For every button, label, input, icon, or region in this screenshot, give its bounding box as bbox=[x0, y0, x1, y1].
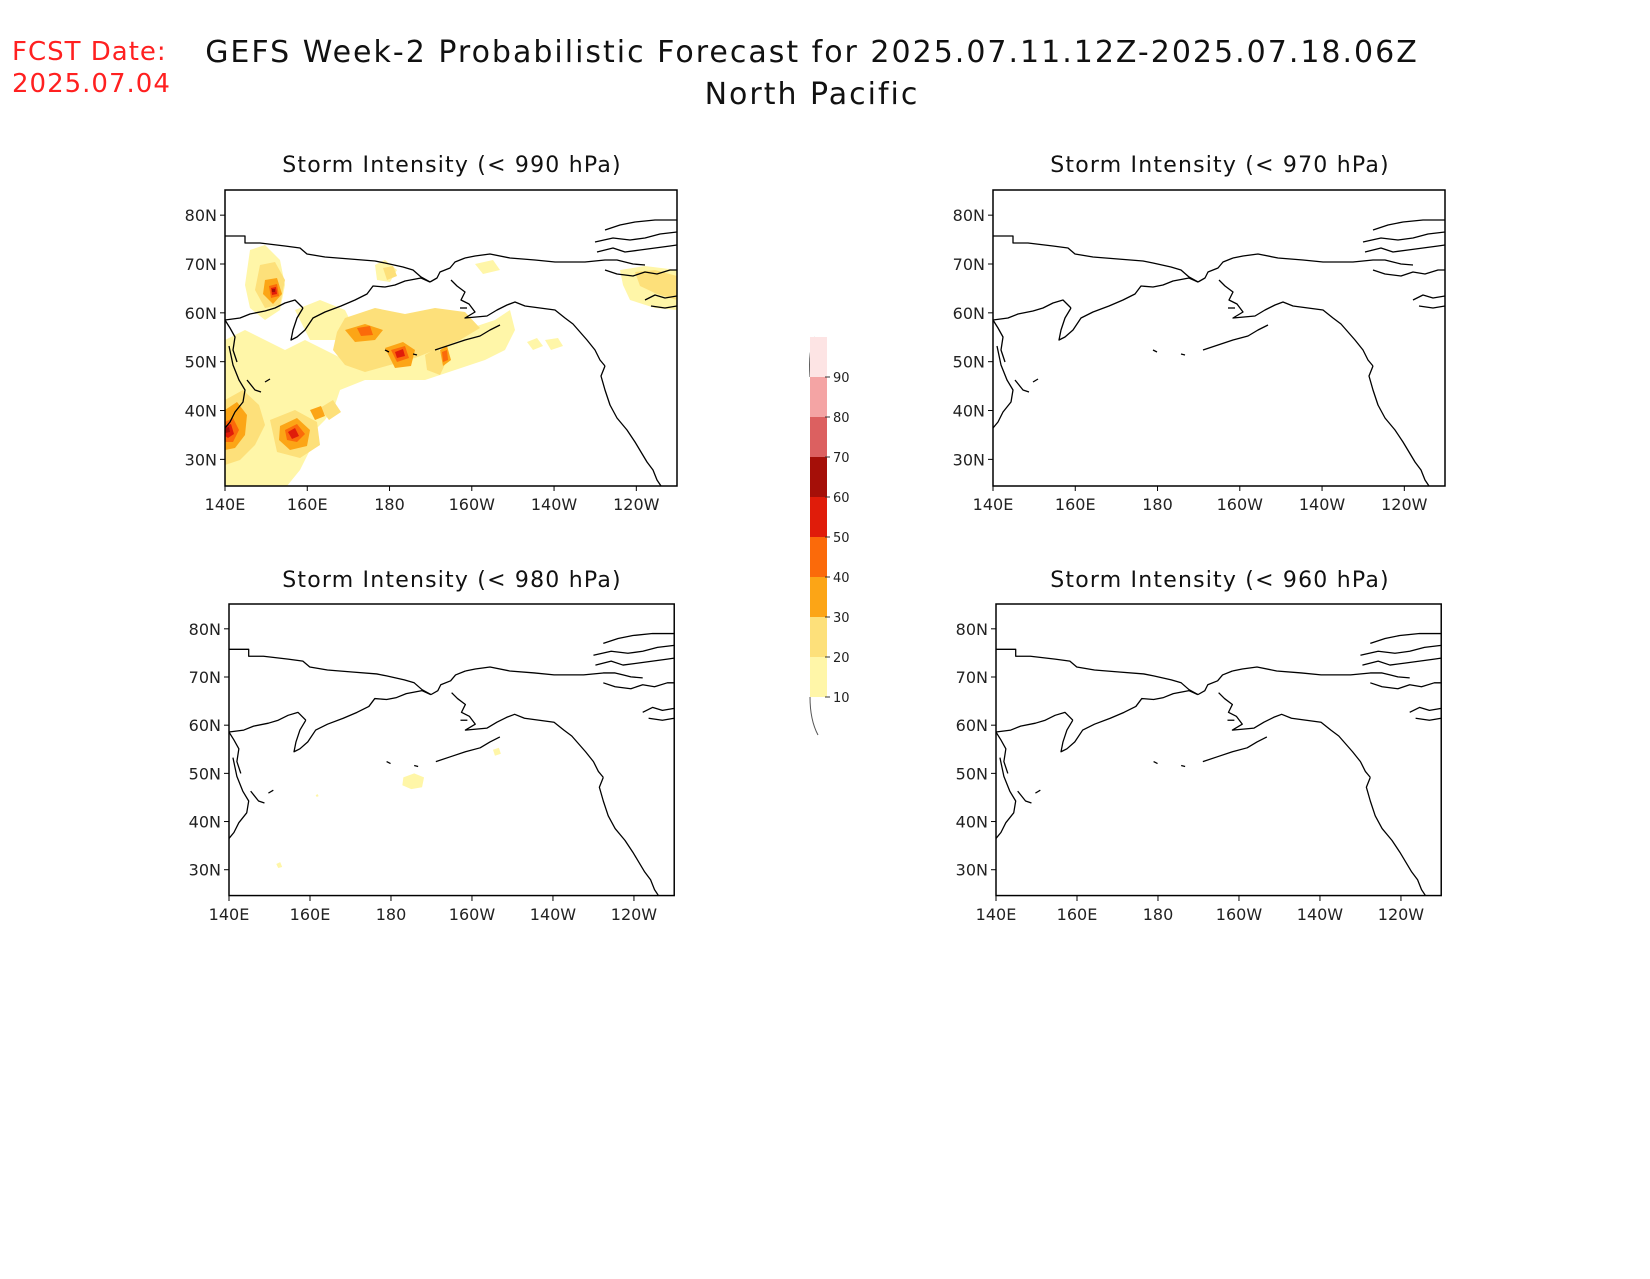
colorbar-swatch bbox=[810, 417, 827, 457]
lat-tick-label: 50N bbox=[956, 764, 988, 783]
colorbar-tick-label: 90 bbox=[833, 371, 850, 386]
lon-tick-label: 160E bbox=[290, 905, 331, 924]
probability-field bbox=[229, 632, 675, 896]
lon-tick-label: 140W bbox=[1297, 905, 1344, 924]
colorbar-tick-label: 60 bbox=[833, 491, 850, 506]
lat-tick-label: 30N bbox=[189, 861, 221, 880]
lat-tick-label: 60N bbox=[185, 304, 217, 323]
lat-tick-label: 40N bbox=[185, 402, 217, 421]
lat-tick-label: 60N bbox=[189, 716, 221, 735]
colorbar-swatch bbox=[810, 617, 827, 657]
lat-tick-label: 80N bbox=[953, 206, 985, 225]
colorbar-swatch bbox=[810, 577, 827, 617]
colorbar-swatch bbox=[810, 457, 827, 497]
lon-tick-label: 140E bbox=[976, 905, 1017, 924]
lat-tick-label: 50N bbox=[953, 353, 985, 372]
figure-title: GEFS Week-2 Probabilistic Forecast for 2… bbox=[205, 35, 1419, 70]
figure-subtitle: North Pacific bbox=[705, 77, 920, 112]
panel-970: Storm Intensity (< 970 hPa) bbox=[992, 153, 1446, 487]
lon-tick-label: 140W bbox=[530, 905, 577, 924]
lon-tick-label: 180 bbox=[1142, 495, 1173, 514]
lat-tick-label: 40N bbox=[953, 402, 985, 421]
map-frame bbox=[992, 189, 1446, 487]
lat-tick-label: 80N bbox=[956, 620, 988, 639]
lat-tick-label: 70N bbox=[953, 255, 985, 274]
colorbar-tick-label: 80 bbox=[833, 411, 850, 426]
lon-tick-label: 160W bbox=[449, 905, 496, 924]
lat-tick-label: 30N bbox=[953, 450, 985, 469]
colorbar-bottom-arrow bbox=[809, 696, 819, 736]
lon-tick-label: 140E bbox=[973, 495, 1014, 514]
map-frame bbox=[995, 603, 1442, 897]
lon-tick-label: 160W bbox=[1216, 905, 1263, 924]
probability-field bbox=[225, 219, 677, 486]
lon-tick-label: 180 bbox=[376, 905, 407, 924]
colorbar-tick-label: 50 bbox=[833, 531, 850, 546]
lon-tick-label: 140E bbox=[205, 495, 246, 514]
lon-tick-label: 120W bbox=[611, 905, 658, 924]
colorbar-swatch bbox=[810, 497, 827, 537]
lat-tick-label: 30N bbox=[956, 861, 988, 880]
colorbar-tick-label: 70 bbox=[833, 451, 850, 466]
axis-labels: 80N 70N 60N 50N 40N 30N 140E 160E 180 160W 140W 120… bbox=[185, 206, 1428, 924]
lon-tick-label: 140E bbox=[209, 905, 250, 924]
colorbar: 10 20 30 40 50 60 70 80 90 bbox=[809, 336, 850, 736]
lat-tick-label: 60N bbox=[953, 304, 985, 323]
lon-tick-label: 180 bbox=[374, 495, 405, 514]
fcst-date-label: FCST Date: bbox=[12, 37, 167, 67]
colorbar-tick-label: 20 bbox=[833, 651, 850, 666]
colorbar-tick-label: 40 bbox=[833, 571, 850, 586]
panel-960: Storm Intensity (< 960 hPa) bbox=[995, 568, 1442, 897]
lon-tick-label: 140W bbox=[531, 495, 578, 514]
fcst-date-value: 2025.07.04 bbox=[12, 69, 171, 99]
colorbar-swatch bbox=[810, 657, 827, 697]
panel-990: Storm Intensity (< 990 hPa) bbox=[224, 153, 678, 487]
lat-tick-label: 50N bbox=[185, 353, 217, 372]
lon-tick-label: 140W bbox=[1299, 495, 1346, 514]
lat-tick-label: 80N bbox=[185, 206, 217, 225]
lon-tick-label: 120W bbox=[613, 495, 660, 514]
map-frame bbox=[228, 603, 675, 897]
lon-tick-label: 160E bbox=[287, 495, 328, 514]
lat-tick-label: 60N bbox=[956, 716, 988, 735]
lat-tick-label: 30N bbox=[185, 450, 217, 469]
colorbar-tick-label: 10 bbox=[833, 691, 850, 706]
panel-title: Storm Intensity (< 980 hPa) bbox=[282, 568, 622, 593]
lon-tick-label: 160E bbox=[1057, 905, 1098, 924]
lon-tick-label: 180 bbox=[1143, 905, 1174, 924]
colorbar-swatch bbox=[810, 377, 827, 417]
lat-tick-label: 70N bbox=[956, 668, 988, 687]
panel-title: Storm Intensity (< 960 hPa) bbox=[1050, 568, 1390, 593]
lat-tick-label: 70N bbox=[185, 255, 217, 274]
lat-tick-label: 80N bbox=[189, 620, 221, 639]
colorbar-swatch bbox=[810, 337, 827, 377]
panel-980: Storm Intensity (< 980 hPa) bbox=[228, 568, 675, 897]
panel-title: Storm Intensity (< 970 hPa) bbox=[1050, 153, 1390, 178]
colorbar-swatch bbox=[810, 537, 827, 577]
colorbar-tick-label: 30 bbox=[833, 611, 850, 626]
lon-tick-label: 120W bbox=[1378, 905, 1425, 924]
lon-tick-label: 160W bbox=[449, 495, 496, 514]
lon-tick-label: 160E bbox=[1055, 495, 1096, 514]
lon-tick-label: 120W bbox=[1381, 495, 1428, 514]
lat-tick-label: 40N bbox=[189, 813, 221, 832]
panel-title: Storm Intensity (< 990 hPa) bbox=[282, 153, 622, 178]
lat-tick-label: 40N bbox=[956, 813, 988, 832]
map-frame bbox=[224, 189, 678, 487]
lat-tick-label: 70N bbox=[189, 668, 221, 687]
lat-tick-label: 50N bbox=[189, 764, 221, 783]
lon-tick-label: 160W bbox=[1217, 495, 1264, 514]
